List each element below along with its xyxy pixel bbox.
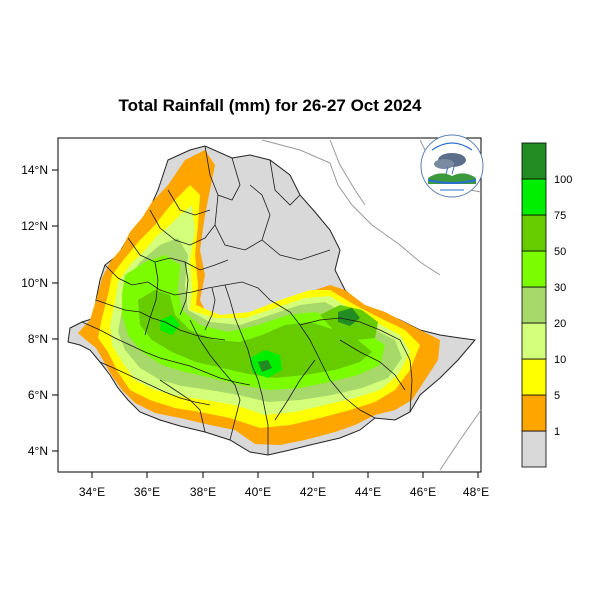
y-tick-label: 10°N — [21, 276, 48, 290]
y-axis-ticks — [52, 169, 58, 452]
legend-swatch — [521, 394, 547, 432]
x-tick-label: 46°E — [410, 485, 436, 499]
legend-label: 10 — [554, 354, 566, 366]
y-tick-label: 4°N — [28, 444, 48, 458]
legend-colorbar — [521, 142, 547, 468]
legend-swatch — [521, 322, 547, 360]
y-tick-label: 14°N — [21, 163, 48, 177]
legend-label: 50 — [554, 246, 566, 258]
x-tick-label: 38°E — [190, 485, 216, 499]
legend-label: 20 — [554, 318, 566, 330]
y-tick-label: 8°N — [28, 332, 48, 346]
y-tick-label: 12°N — [21, 219, 48, 233]
map-title: Total Rainfall (mm) for 26-27 Oct 2024 — [118, 96, 422, 115]
x-tick-label: 40°E — [245, 485, 271, 499]
legend-label: 75 — [554, 210, 566, 222]
legend-swatch — [521, 358, 547, 396]
legend-swatch — [521, 250, 547, 288]
x-axis-ticks — [91, 472, 479, 478]
legend-label: 1 — [554, 426, 560, 438]
legend-swatch — [521, 142, 547, 180]
legend-swatch — [521, 178, 547, 216]
rain-class-100 — [338, 308, 360, 326]
x-tick-label: 48°E — [463, 485, 489, 499]
rain-class-100-b — [258, 360, 272, 372]
x-tick-label: 34°E — [79, 485, 105, 499]
rainfall-fields — [78, 150, 440, 445]
x-tick-label: 44°E — [355, 485, 381, 499]
legend-swatch — [521, 430, 547, 468]
legend-swatch — [521, 214, 547, 252]
legend-swatch — [521, 286, 547, 324]
rain-class-50 — [138, 290, 372, 378]
legend-labels: 1 5 10 20 30 50 75 100 — [554, 174, 572, 438]
legend-label: 30 — [554, 282, 566, 294]
ethiopian-meteorology-logo — [420, 134, 484, 198]
admin-boundaries — [81, 145, 413, 455]
legend-label: 5 — [554, 390, 560, 402]
legend-label: 100 — [554, 174, 572, 186]
x-tick-label: 42°E — [300, 485, 326, 499]
y-tick-label: 6°N — [28, 388, 48, 402]
x-tick-label: 36°E — [134, 485, 160, 499]
